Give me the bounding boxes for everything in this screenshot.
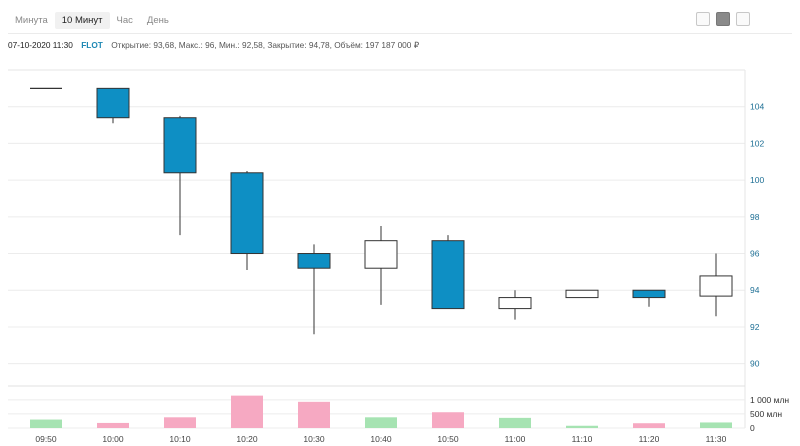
info-datetime: 07-10-2020 11:30: [8, 40, 73, 50]
x-tick-label: 10:00: [102, 434, 124, 444]
candle-body: [431, 240, 465, 310]
candle-body: [163, 117, 197, 174]
bar-chart-icon[interactable]: [736, 12, 750, 26]
timeframe-tabs: Минута 10 Минут Час День: [8, 10, 176, 30]
price-tick-label: 92: [750, 322, 760, 332]
volume-bar: [499, 417, 531, 428]
candle-body: [699, 275, 733, 297]
volume-bar: [566, 425, 598, 428]
volume-bar: [30, 419, 62, 428]
x-tick-label: 11:00: [505, 434, 526, 444]
x-tick-label: 10:10: [169, 434, 191, 444]
candle-body: [565, 289, 599, 299]
header-divider: [8, 33, 792, 34]
volume-bar: [298, 401, 330, 428]
volume-bar: [365, 417, 397, 428]
price-tick-label: 98: [750, 212, 760, 222]
candlestick-chart-icon[interactable]: [716, 12, 730, 26]
price-tick-label: 100: [750, 175, 764, 185]
candle-body: [498, 297, 532, 310]
tab-2[interactable]: Час: [116, 14, 133, 26]
volume-tick-label: 500 млн: [750, 409, 782, 419]
price-tick-label: 94: [750, 285, 760, 295]
volume-bar: [432, 412, 464, 428]
x-tick-label: 10:20: [236, 434, 258, 444]
volume-bar: [97, 422, 129, 428]
tab-1[interactable]: 10 Минут: [54, 11, 110, 29]
x-tick-label: 10:40: [370, 434, 392, 444]
x-tick-label: 09:50: [35, 434, 57, 444]
info-stats: Открытие: 93,68, Макс.: 96, Мин.: 92,58,…: [111, 40, 419, 50]
price-tick-label: 102: [750, 138, 764, 148]
volume-bar: [633, 423, 665, 428]
volume-tick-label: 0: [750, 423, 755, 433]
price-tick-label: 90: [750, 359, 760, 369]
candle-body: [632, 289, 666, 299]
volume-tick-label: 1 000 млн: [750, 395, 789, 405]
candle-body: [230, 172, 264, 255]
line-chart-icon[interactable]: [696, 12, 710, 26]
x-tick-label: 10:50: [437, 434, 459, 444]
x-tick-label: 11:30: [706, 434, 727, 444]
x-tick-label: 11:10: [572, 434, 593, 444]
x-tick-label: 10:30: [303, 434, 325, 444]
chart-type-toolbar: [696, 12, 750, 26]
volume-bar: [164, 417, 196, 428]
volume-bar: [231, 395, 263, 428]
candle-body: [297, 253, 331, 269]
candle-info-bar: 07-10-2020 11:30 FLOT Открытие: 93,68, М…: [8, 40, 419, 54]
price-tick-label: 96: [750, 249, 760, 259]
info-ticker[interactable]: FLOT: [81, 40, 103, 50]
candle-body: [364, 240, 398, 269]
x-tick-label: 11:20: [639, 434, 660, 444]
price-tick-label: 104: [750, 102, 764, 112]
tab-0[interactable]: Минута: [15, 14, 48, 26]
tab-3[interactable]: День: [146, 14, 169, 26]
candle-body: [96, 87, 130, 119]
volume-bar: [700, 422, 732, 428]
